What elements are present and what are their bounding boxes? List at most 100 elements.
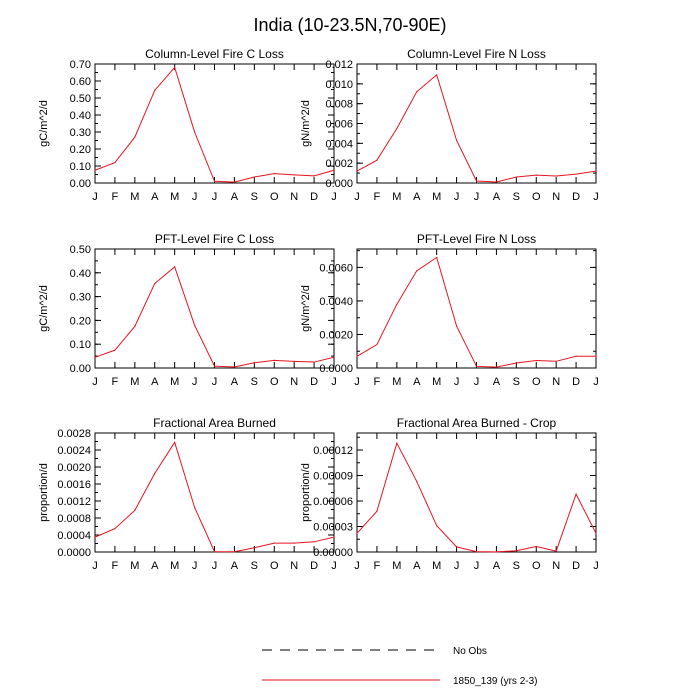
x-tick-label: A bbox=[231, 560, 239, 572]
x-tick-label: J bbox=[454, 560, 460, 572]
legend: No Obs 1850_139 (yrs 2-3) bbox=[262, 646, 538, 687]
data-point bbox=[416, 91, 418, 93]
x-tick-label: S bbox=[251, 376, 258, 388]
data-point bbox=[396, 303, 398, 305]
data-point bbox=[213, 180, 216, 182]
y-tick-label: 0.00000 bbox=[313, 547, 353, 559]
panel-3: PFT-Level Fire C Loss gC/m^2/d 0.00 0.10 0.2… bbox=[38, 232, 337, 388]
data-point bbox=[356, 355, 358, 357]
data-point bbox=[455, 325, 458, 327]
x-tick-label: J bbox=[474, 376, 480, 388]
plot-frame bbox=[356, 432, 597, 553]
y-tick-label: 0.50 bbox=[70, 244, 91, 256]
data-point bbox=[535, 545, 537, 548]
data-point bbox=[416, 480, 418, 483]
data-point bbox=[515, 176, 517, 178]
data-point bbox=[253, 362, 255, 364]
data-point bbox=[495, 366, 498, 368]
plot-frame bbox=[94, 432, 335, 553]
data-point bbox=[475, 180, 478, 182]
x-tick-label: J bbox=[212, 560, 218, 572]
data-point bbox=[154, 472, 156, 474]
x-tick-label: J bbox=[92, 560, 98, 572]
x-tick-label: J bbox=[331, 191, 337, 203]
x-tick-label: F bbox=[112, 191, 119, 203]
x-tick-label: N bbox=[290, 376, 298, 388]
data-point bbox=[475, 550, 478, 553]
y-axis-label: proportion/d bbox=[300, 463, 312, 522]
x-tick-label: M bbox=[432, 191, 441, 203]
x-tick-label: S bbox=[513, 560, 520, 572]
panel-4: PFT-Level Fire N Loss gN/m^2/d 0.0000 0.002… bbox=[300, 232, 599, 388]
data-point bbox=[333, 169, 335, 171]
x-tick-label: J bbox=[331, 376, 337, 388]
x-tick-label: J bbox=[92, 191, 98, 203]
x-tick-label: A bbox=[151, 191, 159, 203]
data-point bbox=[535, 174, 537, 176]
y-tick-label: 0.20 bbox=[70, 144, 91, 156]
data-point bbox=[376, 159, 378, 161]
x-tick-label: A bbox=[151, 560, 159, 572]
x-tick-label: J bbox=[593, 560, 599, 572]
data-point bbox=[233, 181, 236, 183]
data-point bbox=[555, 550, 557, 552]
plot-frame bbox=[356, 63, 597, 184]
data-point bbox=[154, 282, 156, 285]
data-point bbox=[555, 175, 557, 177]
panel-title: Column-Level Fire C Loss bbox=[145, 47, 284, 61]
data-point bbox=[396, 442, 398, 444]
x-tick-label: M bbox=[170, 191, 179, 203]
data-point bbox=[595, 170, 597, 172]
panel-title: Column-Level Fire N Loss bbox=[407, 47, 546, 61]
plot-frame bbox=[356, 248, 597, 369]
data-point bbox=[515, 550, 517, 552]
data-point bbox=[595, 355, 597, 357]
y-tick-label: 0.00006 bbox=[313, 496, 353, 508]
panel-title: Fractional Area Burned - Crop bbox=[397, 416, 557, 430]
x-tick-label: M bbox=[392, 376, 401, 388]
x-tick-label: O bbox=[532, 560, 541, 572]
data-point bbox=[174, 266, 176, 268]
panel-title: PFT-Level Fire C Loss bbox=[155, 232, 274, 246]
data-point bbox=[495, 551, 498, 553]
data-point bbox=[436, 525, 438, 527]
x-tick-label: D bbox=[310, 376, 318, 388]
x-tick-label: A bbox=[493, 560, 501, 572]
data-point bbox=[94, 169, 96, 171]
x-tick-label: A bbox=[231, 191, 239, 203]
x-tick-label: O bbox=[270, 191, 279, 203]
x-tick-label: M bbox=[432, 560, 441, 572]
panel-1: Column-Level Fire C Loss gC/m^2/d 0.00 0.10… bbox=[38, 47, 337, 203]
data-point bbox=[94, 356, 96, 358]
y-tick-label: 0.006 bbox=[325, 119, 353, 131]
plot-frame bbox=[94, 63, 335, 184]
x-tick-label: S bbox=[251, 191, 258, 203]
x-tick-label: J bbox=[593, 376, 599, 388]
data-point bbox=[535, 359, 537, 362]
x-tick-label: S bbox=[513, 376, 520, 388]
x-tick-label: J bbox=[192, 376, 198, 388]
x-tick-label: J bbox=[212, 376, 218, 388]
y-tick-label: 0.10 bbox=[70, 339, 91, 351]
data-point bbox=[193, 131, 196, 133]
y-tick-label: 0.50 bbox=[70, 93, 91, 105]
legend-label-no-obs: No Obs bbox=[453, 646, 487, 657]
y-tick-label: 0.10 bbox=[70, 161, 91, 173]
panels: Column-Level Fire C Loss gC/m^2/d 0.00 0.10… bbox=[38, 47, 599, 572]
y-axis-label: gN/m^2/d bbox=[300, 285, 312, 332]
y-tick-label: 0.002 bbox=[325, 158, 353, 170]
y-tick-label: 0.0008 bbox=[57, 513, 91, 525]
data-point bbox=[253, 547, 255, 549]
y-tick-label: 0.0040 bbox=[319, 296, 353, 308]
data-point bbox=[436, 74, 438, 76]
x-tick-label: J bbox=[92, 376, 98, 388]
x-tick-label: J bbox=[192, 191, 198, 203]
y-tick-label: 0.008 bbox=[325, 99, 353, 111]
y-tick-label: 0.004 bbox=[325, 138, 353, 150]
data-point bbox=[134, 136, 136, 138]
x-tick-label: F bbox=[374, 560, 381, 572]
x-tick-label: A bbox=[413, 376, 421, 388]
x-tick-label: A bbox=[151, 376, 159, 388]
data-point bbox=[174, 441, 176, 443]
data-point bbox=[333, 356, 335, 358]
